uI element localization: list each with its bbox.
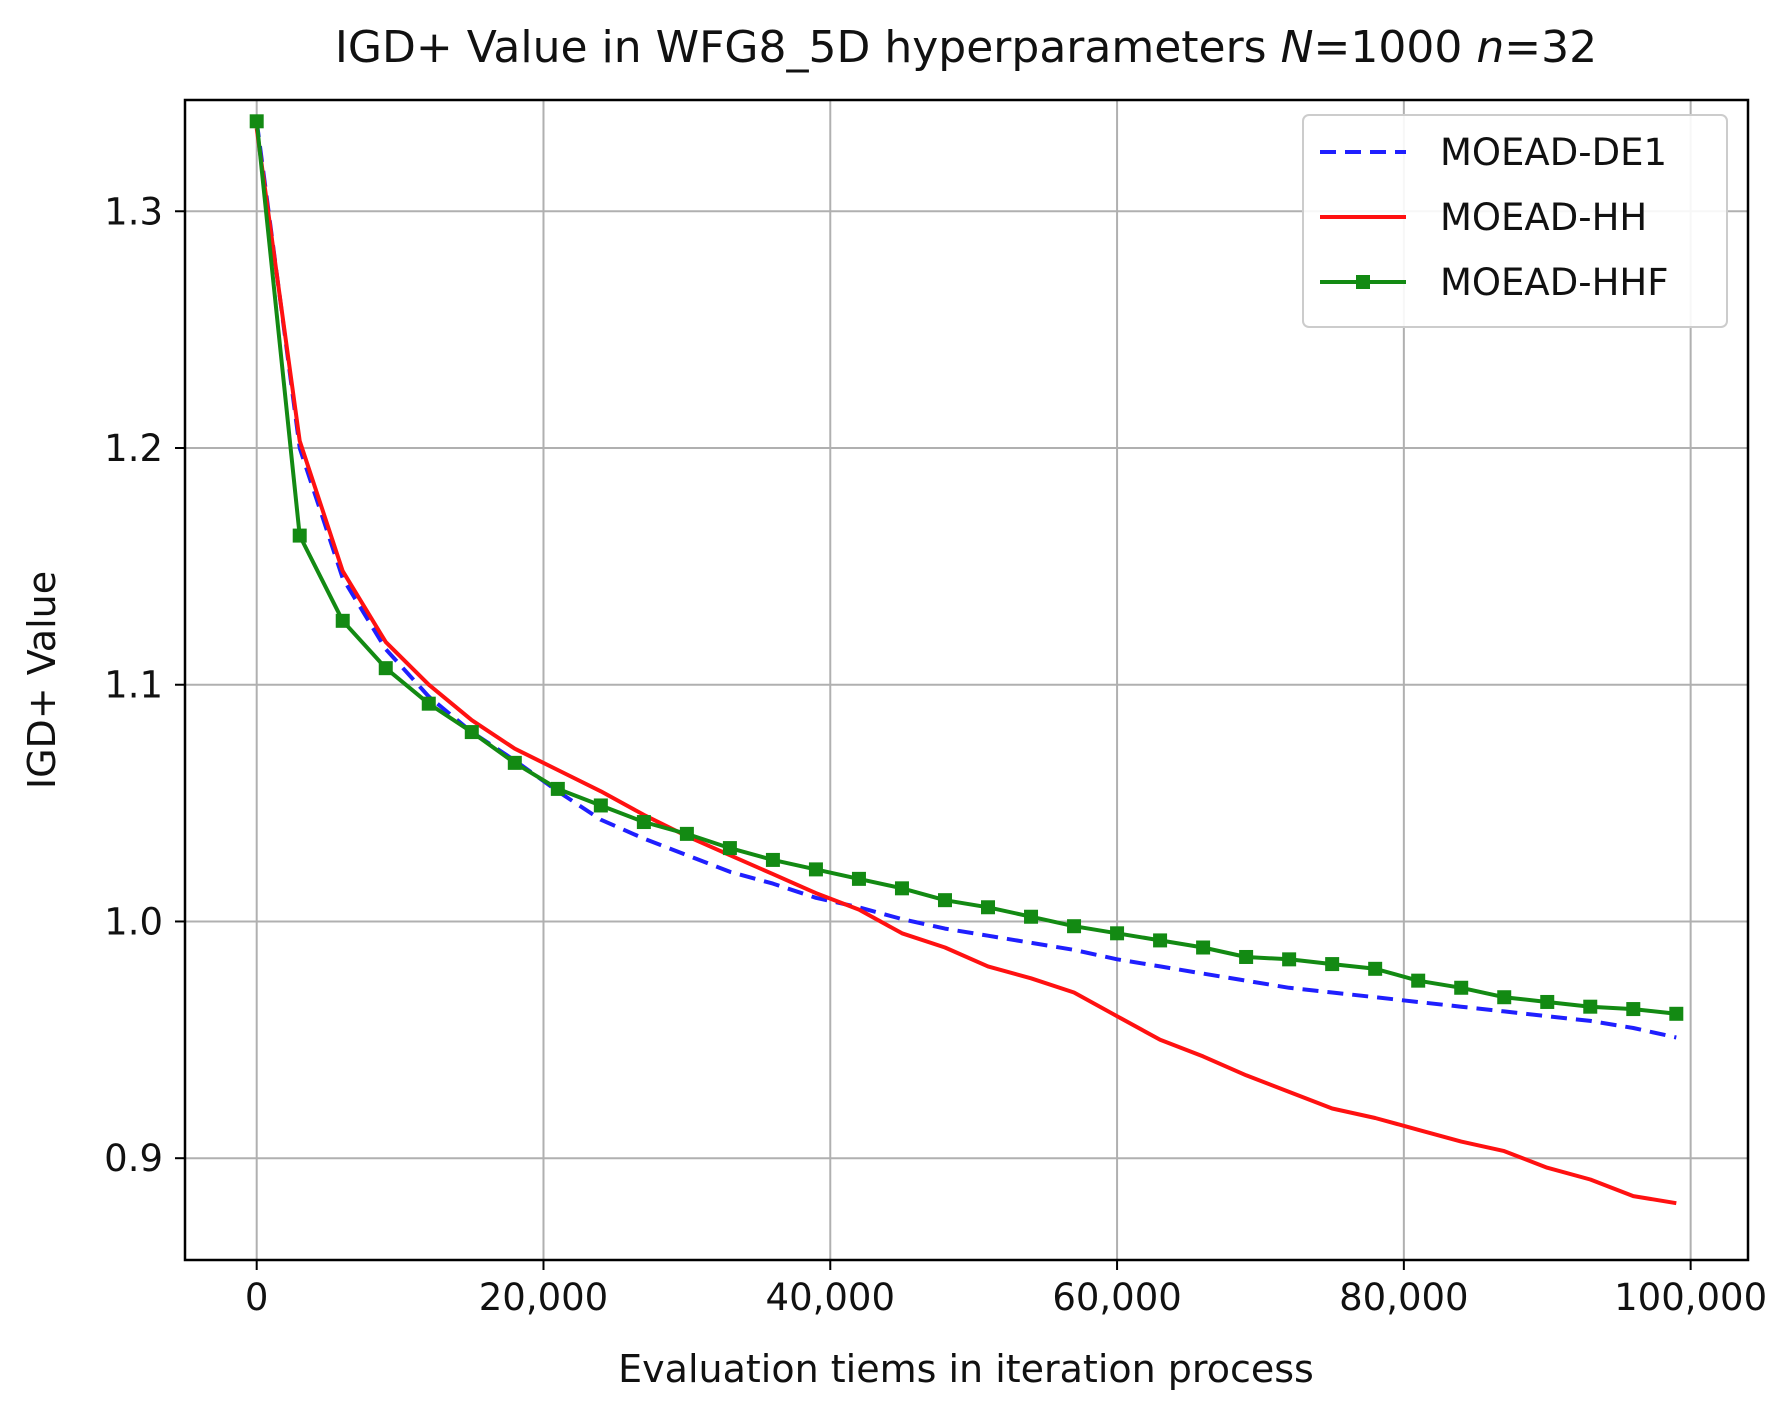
series-marker-moead-hhf — [1411, 973, 1426, 988]
series-marker-moead-hhf — [1239, 949, 1254, 964]
legend-label-moead-hhf: MOEAD-HHF — [1440, 261, 1669, 304]
title-small-n-value: =32 — [1504, 22, 1597, 73]
title-prefix: IGD+ Value in WFG8_5D hyperparameters — [335, 22, 1281, 73]
y-tick-label: 1.1 — [104, 664, 163, 707]
title-big-n-symbol: N — [1281, 22, 1314, 73]
series-marker-moead-hhf — [765, 852, 780, 867]
x-tick-label: 100,000 — [1614, 1276, 1767, 1319]
series-line-moead-hhf — [254, 121, 1677, 1016]
x-tick-label: 80,000 — [1339, 1276, 1468, 1319]
series-marker-moead-hhf — [937, 893, 952, 908]
series-marker-moead-hhf — [1583, 999, 1598, 1014]
data-series — [249, 114, 1684, 1206]
series-moead-hh — [254, 128, 1677, 1206]
series-marker-moead-hhf — [593, 798, 608, 813]
y-axis-label: IGD+ Value — [20, 571, 64, 789]
series-marker-moead-hhf — [636, 815, 651, 830]
series-marker-moead-hhf — [1282, 952, 1297, 967]
x-axis-label: Evaluation tiems in iteration process — [618, 1347, 1314, 1391]
legend: MOEAD-DE1 MOEAD-HH MOEAD-HHF — [1302, 114, 1728, 328]
series-marker-moead-hhf — [1497, 990, 1512, 1005]
title-small-n-symbol: n — [1476, 22, 1504, 73]
legend-box — [1302, 114, 1728, 328]
legend-label-moead-hh: MOEAD-HH — [1440, 196, 1647, 239]
series-marker-moead-hhf — [1153, 933, 1168, 948]
series-marker-moead-hhf — [894, 881, 909, 896]
series-marker-moead-hhf — [1540, 994, 1555, 1009]
series-marker-moead-hhf — [722, 841, 737, 856]
series-marker-moead-hhf — [249, 114, 264, 129]
series-marker-moead-hhf — [1669, 1006, 1684, 1021]
series-marker-moead-hhf — [1024, 909, 1039, 924]
chart-title: IGD+ Value in WFG8_5D hyperparameters N=… — [335, 22, 1597, 73]
series-marker-moead-hhf — [1626, 1002, 1641, 1017]
x-tick-label: 0 — [245, 1276, 269, 1319]
series-marker-moead-hhf — [464, 725, 479, 740]
y-tick-label: 1.0 — [104, 900, 163, 943]
series-marker-moead-hhf — [1110, 926, 1125, 941]
series-marker-moead-hhf — [808, 862, 823, 877]
series-line-moead-de1 — [254, 121, 1677, 1040]
series-moead-de1 — [254, 121, 1677, 1040]
legend-item-moead-hh: MOEAD-HH — [1320, 196, 1647, 239]
series-marker-moead-hhf — [1325, 957, 1340, 972]
series-marker-moead-hhf — [292, 528, 307, 543]
y-tick-label: 0.9 — [104, 1137, 163, 1180]
series-moead-hhf — [249, 114, 1684, 1021]
series-marker-moead-hhf — [1454, 980, 1469, 995]
series-marker-moead-hhf — [507, 755, 522, 770]
series-marker-moead-hhf — [679, 826, 694, 841]
series-marker-moead-hhf — [335, 613, 350, 628]
series-marker-moead-hhf — [1067, 919, 1082, 934]
series-marker-moead-hhf — [1368, 961, 1383, 976]
series-marker-moead-hhf — [981, 900, 996, 915]
legend-marker-moead-hhf — [1356, 275, 1370, 289]
legend-item-moead-de1: MOEAD-DE1 — [1320, 131, 1667, 174]
series-marker-moead-hhf — [421, 696, 436, 711]
legend-item-moead-hhf: MOEAD-HHF — [1320, 261, 1669, 304]
title-big-n-value: =1000 — [1314, 22, 1477, 73]
series-marker-moead-hhf — [851, 871, 866, 886]
x-tick-label: 20,000 — [479, 1276, 608, 1319]
series-marker-moead-hhf — [1196, 940, 1211, 955]
x-tick-label: 40,000 — [766, 1276, 895, 1319]
series-marker-moead-hhf — [378, 661, 393, 676]
x-tick-label: 60,000 — [1052, 1276, 1181, 1319]
plot-frame — [183, 98, 1750, 1262]
y-tick-label: 1.3 — [104, 190, 163, 233]
axis-ticks: 0 20,000 40,000 60,000 80,000 100,000 0.9 1.0 1.… — [104, 190, 1767, 1319]
series-line-moead-hh — [254, 128, 1677, 1206]
y-tick-label: 1.2 — [104, 427, 163, 470]
series-marker-moead-hhf — [550, 781, 565, 796]
legend-label-moead-de1: MOEAD-DE1 — [1440, 131, 1667, 174]
